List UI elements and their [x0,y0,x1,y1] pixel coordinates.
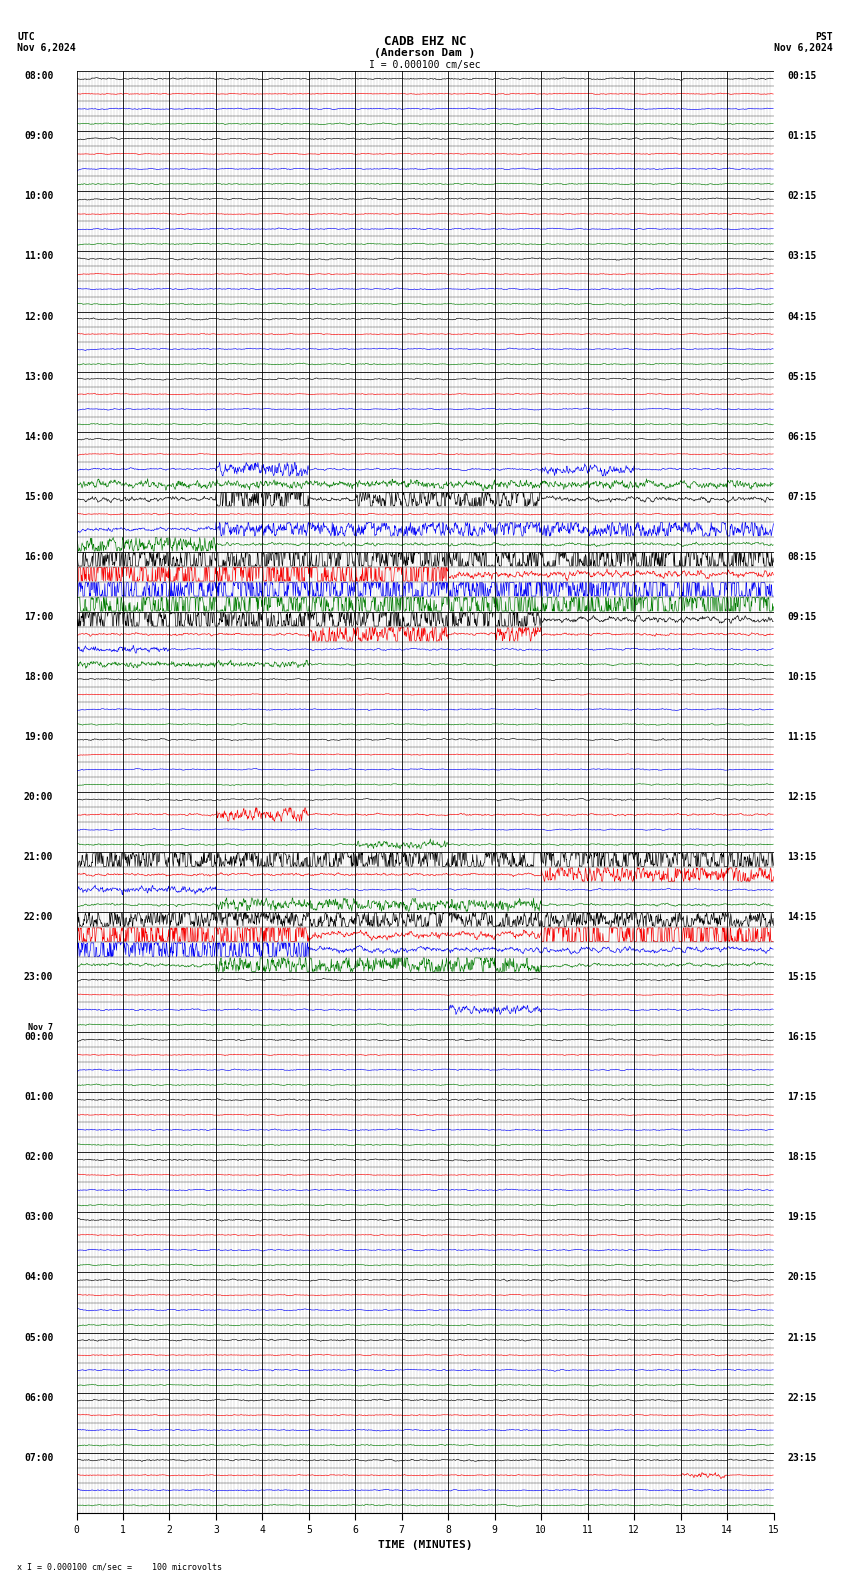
Text: 21:15: 21:15 [787,1332,817,1343]
X-axis label: TIME (MINUTES): TIME (MINUTES) [377,1540,473,1551]
Text: 09:00: 09:00 [24,131,54,141]
Text: PST: PST [815,32,833,41]
Text: 15:15: 15:15 [787,973,817,982]
Text: 12:00: 12:00 [24,312,54,322]
Text: 18:15: 18:15 [787,1152,817,1163]
Text: 08:15: 08:15 [787,551,817,562]
Text: 10:00: 10:00 [24,192,54,201]
Text: 02:00: 02:00 [24,1152,54,1163]
Text: Nov 6,2024: Nov 6,2024 [774,43,833,52]
Text: 08:00: 08:00 [24,71,54,81]
Text: 06:00: 06:00 [24,1392,54,1402]
Text: 16:15: 16:15 [787,1033,817,1042]
Text: 13:00: 13:00 [24,372,54,382]
Text: 17:15: 17:15 [787,1093,817,1102]
Text: 06:15: 06:15 [787,431,817,442]
Text: 21:00: 21:00 [24,852,54,862]
Text: 00:15: 00:15 [787,71,817,81]
Text: 22:15: 22:15 [787,1392,817,1402]
Text: 07:15: 07:15 [787,491,817,502]
Text: 07:00: 07:00 [24,1453,54,1462]
Text: 01:00: 01:00 [24,1093,54,1102]
Text: 02:15: 02:15 [787,192,817,201]
Text: 20:00: 20:00 [24,792,54,802]
Text: 12:15: 12:15 [787,792,817,802]
Text: 03:15: 03:15 [787,252,817,261]
Text: 15:00: 15:00 [24,491,54,502]
Text: 23:15: 23:15 [787,1453,817,1462]
Text: 18:00: 18:00 [24,672,54,681]
Text: 03:00: 03:00 [24,1212,54,1223]
Text: 20:15: 20:15 [787,1272,817,1283]
Text: CADB EHZ NC: CADB EHZ NC [383,35,467,48]
Text: 04:15: 04:15 [787,312,817,322]
Text: 19:15: 19:15 [787,1212,817,1223]
Text: 14:15: 14:15 [787,912,817,922]
Text: 10:15: 10:15 [787,672,817,681]
Text: 17:00: 17:00 [24,611,54,623]
Text: 09:15: 09:15 [787,611,817,623]
Text: 22:00: 22:00 [24,912,54,922]
Text: 11:00: 11:00 [24,252,54,261]
Text: 05:15: 05:15 [787,372,817,382]
Text: 14:00: 14:00 [24,431,54,442]
Text: 13:15: 13:15 [787,852,817,862]
Text: x I = 0.000100 cm/sec =    100 microvolts: x I = 0.000100 cm/sec = 100 microvolts [17,1562,222,1571]
Text: Nov 6,2024: Nov 6,2024 [17,43,76,52]
Text: 11:15: 11:15 [787,732,817,741]
Text: UTC: UTC [17,32,35,41]
Text: 23:00: 23:00 [24,973,54,982]
Text: (Anderson Dam ): (Anderson Dam ) [374,48,476,57]
Text: 05:00: 05:00 [24,1332,54,1343]
Text: 00:00: 00:00 [24,1033,54,1042]
Text: 01:15: 01:15 [787,131,817,141]
Text: Nov 7: Nov 7 [28,1023,54,1033]
Text: 16:00: 16:00 [24,551,54,562]
Text: 19:00: 19:00 [24,732,54,741]
Text: I = 0.000100 cm/sec: I = 0.000100 cm/sec [369,60,481,70]
Text: 04:00: 04:00 [24,1272,54,1283]
